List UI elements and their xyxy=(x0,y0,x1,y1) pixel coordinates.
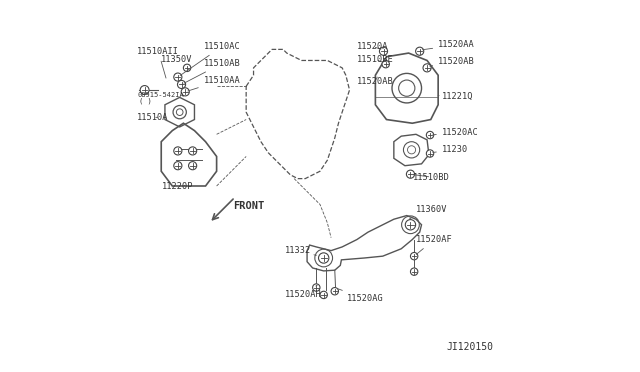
Circle shape xyxy=(189,161,196,170)
Text: 11520AA: 11520AA xyxy=(422,41,475,50)
Text: 11510AA: 11510AA xyxy=(188,76,241,91)
Circle shape xyxy=(415,47,424,55)
Circle shape xyxy=(312,284,320,291)
Text: 11510BE: 11510BE xyxy=(357,55,394,64)
Circle shape xyxy=(181,88,189,96)
Circle shape xyxy=(382,61,389,68)
Text: 11520A: 11520A xyxy=(357,42,388,51)
Circle shape xyxy=(426,150,434,157)
Text: 11520AB: 11520AB xyxy=(357,77,394,86)
Text: 11520AB: 11520AB xyxy=(430,57,475,66)
Circle shape xyxy=(177,80,186,89)
Text: 11350V: 11350V xyxy=(161,55,193,64)
Text: JI120150: JI120150 xyxy=(447,342,493,352)
Text: 11221Q: 11221Q xyxy=(438,92,474,101)
Text: 11520AH: 11520AH xyxy=(285,285,322,299)
Circle shape xyxy=(189,147,196,155)
Circle shape xyxy=(174,161,182,170)
Text: 11220P: 11220P xyxy=(162,182,193,191)
Text: 11510AC: 11510AC xyxy=(180,42,241,76)
Circle shape xyxy=(320,291,328,299)
Circle shape xyxy=(410,268,418,275)
Text: 11510A: 11510A xyxy=(137,113,169,122)
Circle shape xyxy=(410,253,418,260)
Text: 08915-542IA: 08915-542IA xyxy=(137,92,184,97)
Text: 11510AII: 11510AII xyxy=(137,47,179,78)
Circle shape xyxy=(331,288,339,295)
Text: FRONT: FRONT xyxy=(233,201,264,211)
Text: 11332: 11332 xyxy=(285,246,316,256)
Circle shape xyxy=(174,147,182,155)
Text: 11360V: 11360V xyxy=(410,205,447,219)
Circle shape xyxy=(423,64,431,72)
Text: 11510BD: 11510BD xyxy=(413,173,450,182)
Circle shape xyxy=(426,131,434,139)
Circle shape xyxy=(174,73,182,81)
Circle shape xyxy=(405,219,415,230)
Text: 11520AF: 11520AF xyxy=(416,235,452,254)
Text: 11520AG: 11520AG xyxy=(338,289,383,303)
Text: 11510AB: 11510AB xyxy=(184,59,241,83)
Circle shape xyxy=(319,253,329,263)
Circle shape xyxy=(140,86,149,94)
Text: ( ): ( ) xyxy=(139,97,152,104)
Circle shape xyxy=(184,64,191,71)
Text: 11230: 11230 xyxy=(433,145,468,154)
Text: 11520AC: 11520AC xyxy=(433,128,479,137)
Circle shape xyxy=(380,47,388,55)
Circle shape xyxy=(406,170,415,178)
